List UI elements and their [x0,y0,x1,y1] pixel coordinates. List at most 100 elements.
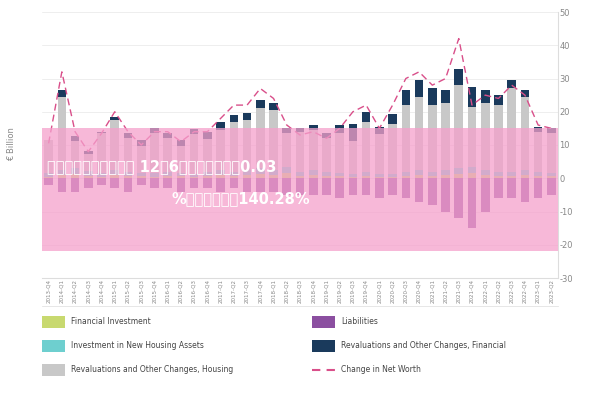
Bar [349,176,357,178]
Bar [441,90,450,104]
Bar [269,104,278,110]
Bar [283,178,291,195]
Text: Change in Net Worth: Change in Net Worth [341,366,421,374]
Bar [283,173,291,178]
Bar [163,133,172,138]
Bar [349,124,357,141]
Bar [58,90,66,97]
Bar [388,176,397,178]
Bar [71,178,79,192]
Bar [58,178,66,192]
Bar [322,176,331,178]
Bar [203,172,212,176]
Bar [163,138,172,172]
Bar [349,174,357,176]
Bar [217,130,225,170]
Bar [230,122,238,172]
Bar [190,176,199,178]
Bar [230,115,238,122]
Bar [84,178,92,188]
Bar [481,90,490,104]
Bar [110,178,119,188]
Bar [508,172,516,176]
Bar [176,178,185,192]
Bar [335,173,344,176]
Bar [415,170,424,175]
Bar [521,175,529,178]
Bar [521,178,529,202]
Bar [508,176,516,178]
Bar [454,174,463,178]
Bar [375,127,383,134]
Bar [97,173,106,176]
Bar [84,151,92,154]
Bar [124,133,132,138]
Bar [401,178,410,198]
Bar [521,170,529,175]
Bar [217,122,225,130]
Bar [124,176,132,178]
Bar [494,105,503,172]
Bar [256,168,265,174]
Bar [150,173,159,176]
Bar [508,88,516,172]
Bar [243,114,251,120]
Bar [454,168,463,174]
Bar [547,133,556,173]
Bar [203,132,212,139]
Bar [296,172,304,176]
Bar [190,174,199,176]
Bar [388,178,397,195]
Bar [58,97,66,170]
Bar [415,97,424,170]
Bar [283,133,291,167]
Bar [401,176,410,178]
Text: Financial Investment: Financial Investment [71,318,151,326]
Bar [110,175,119,178]
Bar [401,90,410,105]
Bar [468,87,476,107]
Bar [375,178,383,198]
Bar [415,178,424,202]
Bar [137,178,146,185]
Bar [388,114,397,124]
Text: Revaluations and Other Changes, Financial: Revaluations and Other Changes, Financia… [341,342,506,350]
Bar [415,80,424,97]
Bar [415,175,424,178]
Bar [137,173,146,176]
Bar [388,124,397,174]
Bar [256,100,265,108]
Bar [481,175,490,178]
Bar [441,178,450,212]
Bar [547,173,556,176]
Bar [124,138,132,172]
Bar [283,167,291,173]
Bar [217,170,225,175]
Bar [269,178,278,192]
Bar [124,178,132,192]
Bar [454,68,463,85]
Bar [335,133,344,173]
Bar [84,171,92,176]
Text: 炒股配资网站约选配资 12月6日天奉转傘下跌0.03: 炒股配资网站约选配资 12月6日天奉转傘下跌0.03 [47,159,277,174]
Bar [44,176,53,178]
Bar [349,178,357,195]
Bar [176,146,185,173]
Bar [243,178,251,192]
Bar [322,178,331,195]
Bar [163,172,172,176]
Bar [309,170,317,175]
Bar [481,170,490,175]
Bar [97,178,106,185]
Text: Revaluations and Other Changes, Housing: Revaluations and Other Changes, Housing [71,366,233,374]
Bar [44,173,53,176]
Bar [428,172,437,176]
Bar [428,176,437,178]
Bar [296,176,304,178]
Bar [362,122,370,172]
Bar [349,141,357,174]
Bar [468,173,476,178]
Bar [230,178,238,188]
Bar [322,172,331,176]
Bar [401,105,410,172]
